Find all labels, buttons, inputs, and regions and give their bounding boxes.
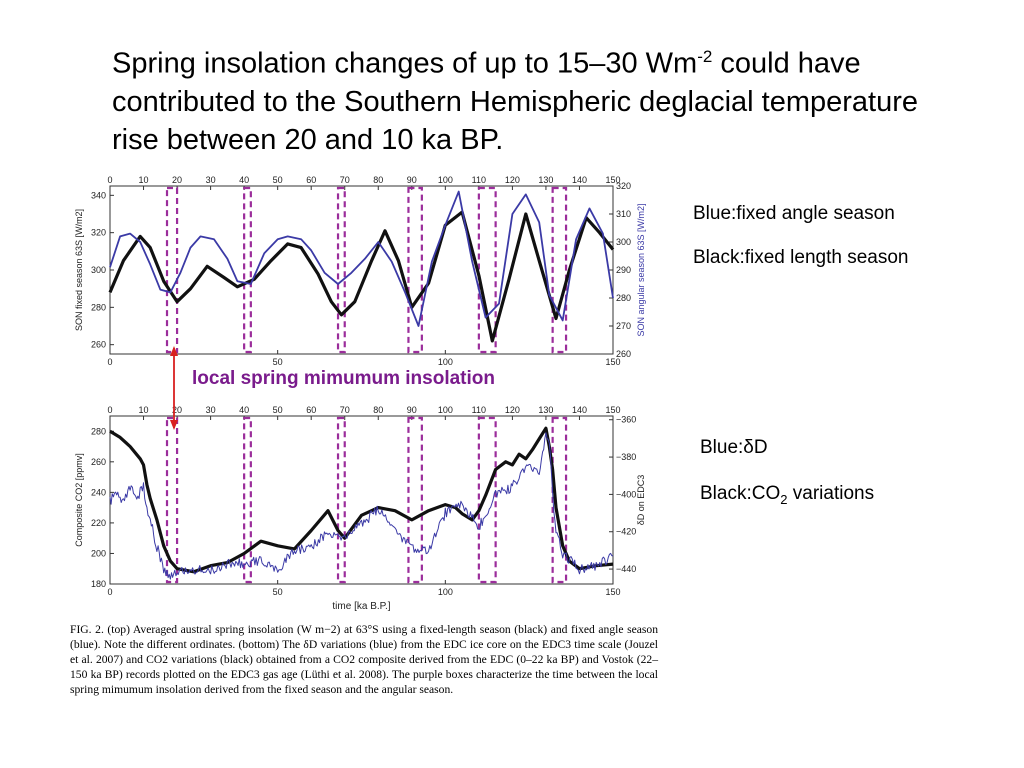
x-tick-label-bottom: 50	[273, 587, 283, 597]
x-tick-label-bottom: 100	[438, 357, 453, 367]
arrow-head-up	[170, 346, 178, 356]
legend-note-black-bottom: Black:CO2 variations	[700, 483, 875, 507]
x-tick-label-top: 60	[306, 175, 316, 185]
time-window-box	[243, 416, 252, 584]
x-tick-label-top: 110	[472, 175, 486, 185]
y-tick-label-right: 260	[616, 349, 631, 359]
x-tick-label-top: 150	[605, 175, 620, 185]
y-tick-label-right: −420	[616, 527, 636, 537]
x-tick-label-top: 130	[538, 175, 553, 185]
slide-title: Spring insolation changes of up to 15–30…	[112, 47, 919, 156]
x-tick-label-top: 60	[306, 405, 316, 415]
y-axis-label-right: δD on EDC3	[636, 475, 646, 526]
y-tick-label-left: 180	[91, 579, 106, 589]
time-window-box	[551, 186, 568, 354]
x-tick-label-top: 30	[206, 405, 216, 415]
time-window-box	[477, 186, 497, 354]
y-tick-label-right: −400	[616, 489, 636, 499]
x-tick-label-bottom: 150	[605, 357, 620, 367]
x-tick-label-top: 90	[407, 405, 417, 415]
time-window-box	[407, 186, 423, 354]
x-tick-label-bottom: 0	[107, 587, 112, 597]
series-line-blue	[109, 190, 614, 327]
x-tick-label-top: 130	[538, 405, 553, 415]
time-window-box	[336, 416, 346, 584]
x-tick-label-top: 40	[239, 405, 249, 415]
callout-label: local spring mimumum insolation	[192, 368, 495, 389]
series-line-black	[109, 426, 614, 574]
x-tick-label-top: 20	[172, 405, 182, 415]
x-tick-label-top: 80	[373, 175, 383, 185]
x-tick-label-top: 20	[172, 175, 182, 185]
x-tick-label-top: 50	[273, 175, 283, 185]
x-tick-label-bottom: 50	[273, 357, 283, 367]
legend-note-blue-top: Blue:fixed angle season	[693, 203, 895, 224]
y-tick-label-left: 280	[91, 426, 106, 436]
y-tick-label-left: 260	[91, 340, 106, 350]
x-tick-label-bottom: 0	[107, 357, 112, 367]
y-tick-label-right: −360	[616, 415, 636, 425]
y-tick-label-left: 340	[91, 190, 106, 200]
y-tick-label-right: 300	[616, 237, 631, 247]
y-axis-label-right: SON angular season 63S [W/m2]	[636, 203, 646, 336]
y-tick-label-left: 320	[91, 228, 106, 238]
y-tick-label-right: −440	[616, 564, 636, 574]
x-tick-label-top: 150	[605, 405, 620, 415]
time-window-box	[243, 186, 252, 354]
x-tick-label-top: 40	[239, 175, 249, 185]
y-tick-label-right: 280	[616, 293, 631, 303]
legend-note-black-top: Black:fixed length season	[693, 247, 909, 268]
y-tick-label-left: 280	[91, 302, 106, 312]
x-axis-label: time [ka B.P.]	[332, 601, 390, 612]
x-tick-label-top: 100	[438, 405, 453, 415]
y-axis-label-left: Composite CO2 [ppmv]	[74, 453, 84, 547]
figure-caption: FIG. 2. (top) Averaged austral spring in…	[70, 623, 658, 696]
y-tick-label-right: 290	[616, 265, 631, 275]
y-tick-label-right: −380	[616, 452, 636, 462]
x-tick-label-top: 70	[340, 175, 350, 185]
legend-note-blue-bottom: Blue:δD	[700, 437, 768, 458]
x-tick-label-top: 100	[438, 175, 453, 185]
series-line-blue	[109, 432, 614, 580]
x-tick-label-top: 140	[572, 175, 587, 185]
x-tick-label-top: 120	[505, 405, 520, 415]
plot-frame	[109, 185, 614, 355]
y-tick-label-right: 320	[616, 181, 631, 191]
time-window-box	[407, 416, 423, 584]
time-window-box	[165, 186, 179, 354]
x-tick-label-top: 0	[107, 405, 112, 415]
y-tick-label-left: 260	[91, 457, 106, 467]
series-line-black	[108, 210, 615, 343]
x-tick-label-top: 120	[505, 175, 520, 185]
y-tick-label-left: 200	[91, 548, 106, 558]
y-tick-label-right: 310	[616, 209, 631, 219]
x-tick-label-top: 50	[273, 405, 283, 415]
y-tick-label-right: 270	[616, 321, 631, 331]
x-tick-label-bottom: 150	[605, 587, 620, 597]
arrow-head-down	[170, 420, 178, 430]
x-tick-label-top: 0	[107, 175, 112, 185]
x-tick-label-top: 90	[407, 175, 417, 185]
x-tick-label-top: 30	[206, 175, 216, 185]
x-tick-label-top: 140	[572, 405, 587, 415]
time-window-box	[336, 186, 346, 354]
time-window-box	[165, 416, 179, 584]
x-tick-label-top: 70	[340, 405, 350, 415]
x-tick-label-top: 110	[472, 405, 486, 415]
x-tick-label-top: 80	[373, 405, 383, 415]
x-tick-label-bottom: 100	[438, 587, 453, 597]
x-tick-label-top: 10	[139, 175, 149, 185]
y-tick-label-left: 220	[91, 518, 106, 528]
y-tick-label-left: 300	[91, 265, 106, 275]
y-tick-label-left: 240	[91, 487, 106, 497]
x-tick-label-top: 10	[139, 405, 149, 415]
y-axis-label-left: SON fixed season 63S [W/m2]	[74, 209, 84, 331]
